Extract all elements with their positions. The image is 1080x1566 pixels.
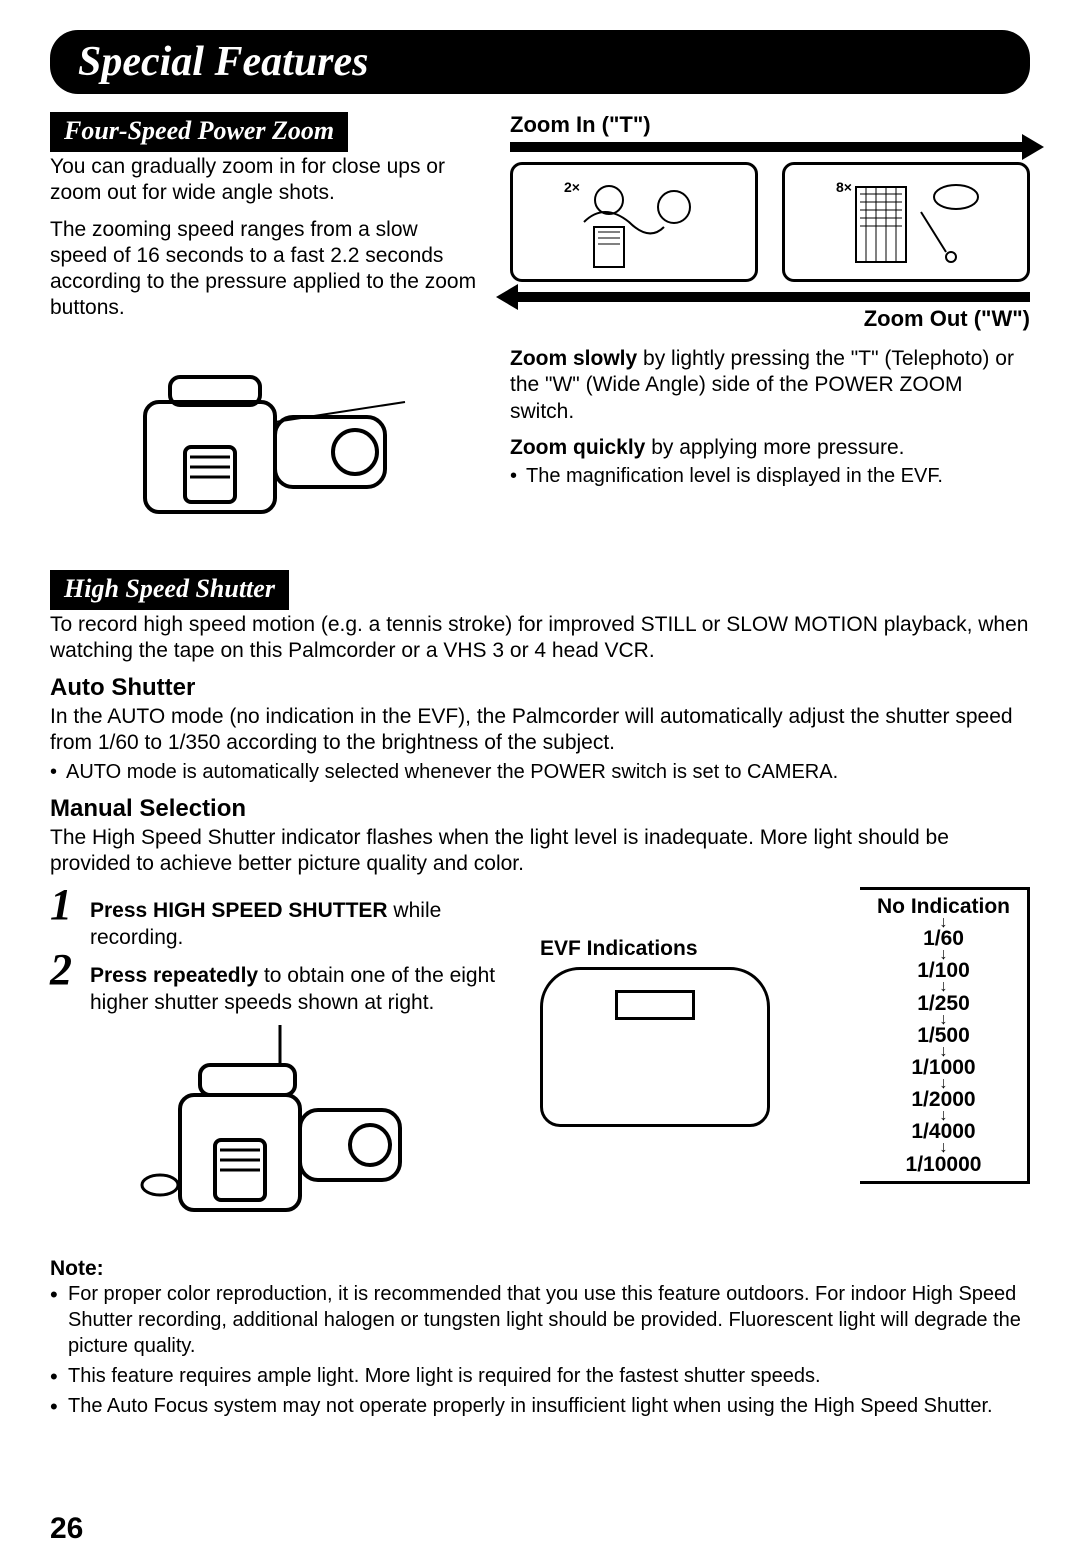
zoom-slowly-bold: Zoom slowly — [510, 347, 637, 370]
shutter-speed-list: No Indication ↓ 1/60 ↓ 1/100 ↓ 1/250 ↓ 1… — [860, 887, 1030, 1184]
speed-10000: 1/10000 — [860, 1154, 1027, 1175]
camcorder-icon-2 — [140, 1025, 420, 1245]
zoom-panel-2x: 2× — [510, 162, 758, 282]
evf-box-icon — [540, 967, 770, 1127]
evf-inner-icon — [615, 990, 695, 1020]
zoom-quickly-bold: Zoom quickly — [510, 436, 645, 459]
note-1: For proper color reproduction, it is rec… — [50, 1281, 1030, 1359]
note-3: The Auto Focus system may not operate pr… — [50, 1393, 1030, 1419]
zoom-2x-icon: 2× — [554, 172, 714, 272]
zoom-out-arrow-icon — [510, 292, 1030, 302]
svg-text:2×: 2× — [564, 179, 580, 195]
zoom-intro-1: You can gradually zoom in for close ups … — [50, 154, 480, 207]
note-2: This feature requires ample light. More … — [50, 1363, 1030, 1389]
step-2-number: 2 — [50, 952, 90, 987]
manual-selection-heading: Manual Selection — [50, 795, 1030, 823]
zoom-quickly-bullet: The magnification level is displayed in … — [510, 463, 1030, 489]
auto-shutter-heading: Auto Shutter — [50, 674, 1030, 702]
page-number: 26 — [50, 1512, 83, 1546]
evf-indications-area: EVF Indications No Indication ↓ 1/60 ↓ 1… — [540, 887, 1030, 1257]
zoom-quickly-text: Zoom quickly by applying more pressure. — [510, 435, 1030, 461]
step-1: 1 Press HIGH SPEED SHUTTER while recordi… — [50, 887, 510, 952]
evf-indications-label: EVF Indications — [540, 937, 698, 961]
camcorder-icon — [115, 342, 415, 542]
shutter-heading: High Speed Shutter — [50, 570, 289, 610]
svg-text:8×: 8× — [836, 179, 852, 195]
zoom-out-label: Zoom Out ("W") — [510, 306, 1030, 332]
zoom-heading: Four-Speed Power Zoom — [50, 112, 348, 152]
camcorder-illustration — [100, 332, 430, 552]
note-list: For proper color reproduction, it is rec… — [50, 1281, 1030, 1419]
zoom-8x-icon: 8× — [826, 172, 986, 272]
down-arrow-icon: ↓ — [860, 1142, 1027, 1153]
step-1-number: 1 — [50, 887, 90, 922]
auto-shutter-bullet: AUTO mode is automatically selected when… — [50, 759, 1030, 785]
zoom-slowly-text: Zoom slowly by lightly pressing the "T" … — [510, 346, 1030, 425]
camcorder-illustration-2 — [115, 1020, 445, 1250]
step-2: 2 Press repeatedly to obtain one of the … — [50, 952, 510, 1017]
shutter-intro: To record high speed motion (e.g. a tenn… — [50, 612, 1030, 665]
step-2-bold: Press repeatedly — [90, 964, 258, 987]
zoom-in-arrow-icon — [510, 142, 1030, 152]
note-heading: Note: — [50, 1257, 1030, 1281]
step-1-bold: Press HIGH SPEED SHUTTER — [90, 899, 388, 922]
zoom-intro-2: The zooming speed ranges from a slow spe… — [50, 217, 480, 322]
shutter-section: High Speed Shutter To record high speed … — [50, 570, 1030, 1420]
zoom-section: Four-Speed Power Zoom You can gradually … — [50, 112, 1030, 552]
down-arrow-icon: ↓ — [860, 981, 1027, 992]
page-title: Special Features — [50, 30, 1030, 94]
auto-shutter-text: In the AUTO mode (no indication in the E… — [50, 704, 1030, 757]
zoom-panel-8x: 8× — [782, 162, 1030, 282]
zoom-in-label: Zoom In ("T") — [510, 112, 1030, 138]
manual-selection-text: The High Speed Shutter indicator flashes… — [50, 825, 1030, 878]
